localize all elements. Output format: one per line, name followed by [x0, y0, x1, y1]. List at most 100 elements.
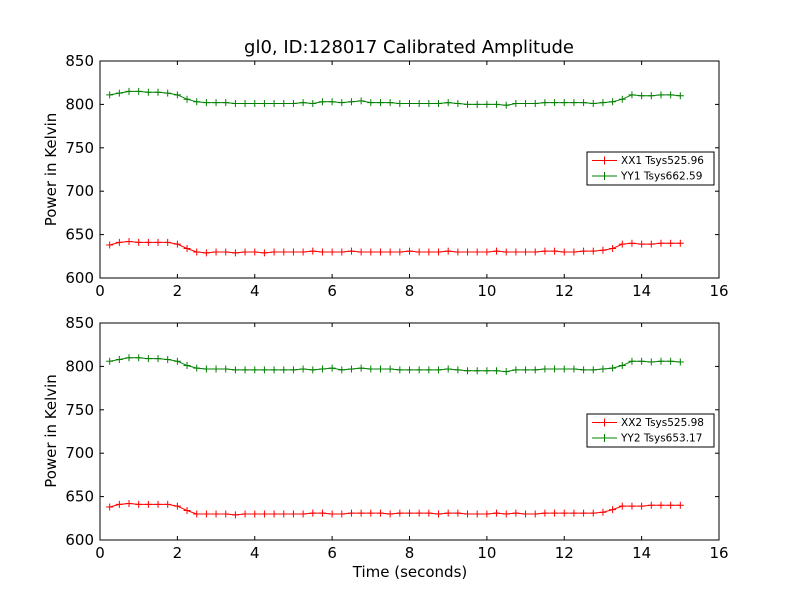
bottom-chart-data-point — [154, 355, 162, 363]
bottom-chart-legend-box — [586, 413, 715, 448]
top-chart-data-point — [589, 100, 597, 108]
top-chart-title: gl0, ID:128017 Calibrated Amplitude — [244, 37, 574, 58]
top-chart-x-tick-label: 8 — [405, 282, 415, 300]
top-chart-data-point — [309, 247, 317, 255]
bottom-chart-data-point — [115, 355, 123, 363]
top-chart-data-point — [357, 97, 365, 105]
bottom-chart-data-point — [464, 367, 472, 375]
bottom-chart-data-point — [502, 510, 510, 518]
bottom-chart-data-point — [289, 366, 297, 374]
top-chart-data-point — [222, 248, 230, 256]
top-chart-data-point — [386, 99, 394, 107]
top-chart-data-point — [338, 99, 346, 107]
bottom-chart-data-point — [318, 365, 326, 373]
top-chart-data-point — [522, 100, 530, 108]
top-chart-data-point — [260, 249, 268, 257]
bottom-chart-data-point — [154, 500, 162, 508]
bottom-chart-data-point — [589, 366, 597, 374]
bottom-chart-x-axis-label: Time (seconds) — [352, 563, 468, 581]
top-chart-data-point — [522, 248, 530, 256]
top-chart-data-point — [464, 100, 472, 108]
bottom-chart-data-point — [531, 510, 539, 518]
bottom-chart-data-point — [367, 365, 375, 373]
bottom-chart-data-point — [357, 364, 365, 372]
top-chart-data-point — [115, 89, 123, 97]
bottom-chart-data-point — [406, 509, 413, 517]
top-chart-data-point — [609, 98, 617, 106]
bottom-chart-data-point — [531, 366, 539, 374]
bottom-chart-data-point — [241, 510, 249, 518]
bottom-chart-data-point — [406, 366, 413, 374]
top-chart-data-point — [493, 100, 501, 108]
bottom-chart-y-tick-label: 800 — [65, 357, 94, 375]
top-chart-data-point — [531, 100, 539, 108]
top-chart-data-point — [570, 248, 578, 256]
bottom-chart-data-point — [618, 502, 626, 510]
bottom-chart-y-axis-label: Power in Kelvin — [42, 374, 60, 488]
top-chart-data-point — [328, 248, 336, 256]
top-chart-data-point — [551, 99, 559, 107]
bottom-chart-data-point — [609, 506, 617, 514]
bottom-chart-data-point — [580, 366, 588, 374]
bottom-chart-x-tick-label: 6 — [327, 544, 337, 562]
top-chart-data-point — [512, 100, 520, 108]
top-chart-data-point — [638, 240, 646, 248]
top-chart-data-point — [396, 248, 404, 256]
bottom-chart-data-point — [415, 366, 423, 374]
bottom-chart-data-point — [386, 365, 394, 373]
bottom-chart-data-point — [347, 365, 355, 373]
top-chart-data-point — [318, 248, 326, 256]
bottom-chart-data-point — [560, 365, 568, 373]
bottom-chart-data-point — [628, 357, 636, 365]
legend-entry-yy1: YY1 Tsys662.59 — [592, 171, 702, 183]
top-chart-data-point — [299, 99, 307, 107]
top-chart-data-point — [251, 248, 259, 256]
top-chart-x-tick-label: 16 — [709, 282, 728, 300]
bottom-chart-data-point — [512, 366, 520, 374]
bottom-chart-data-point — [647, 358, 655, 366]
bottom-chart-data-point — [376, 509, 384, 517]
top-chart-legend-box — [586, 151, 715, 186]
bottom-chart-data-point — [202, 365, 210, 373]
top-chart-data-point — [628, 91, 636, 99]
top-chart-data-point — [599, 246, 607, 254]
bottom-chart-data-point — [570, 365, 578, 373]
top-chart-data-point — [435, 100, 443, 108]
top-chart-data-point — [106, 91, 114, 99]
bottom-chart-data-point — [589, 509, 597, 517]
top-chart-y-tick-label: 850 — [65, 52, 94, 70]
legend-entry-xx1: XX1 Tsys525.96 — [592, 155, 704, 167]
top-chart-data-point — [647, 240, 655, 248]
top-chart-data-point — [270, 248, 278, 256]
top-chart-data-point — [628, 239, 636, 247]
bottom-chart-data-point — [425, 366, 433, 374]
bottom-chart-data-point — [260, 510, 268, 518]
top-chart-data-point — [406, 247, 413, 255]
top-chart-data-point — [609, 244, 617, 252]
bottom-chart-data-point — [473, 510, 481, 518]
top-chart-data-point — [560, 248, 568, 256]
bottom-chart-data-point — [241, 366, 249, 374]
bottom-chart-data-point — [483, 367, 491, 375]
top-chart-data-point — [347, 98, 355, 106]
top-chart-data-point — [376, 248, 384, 256]
top-chart-data-point — [212, 99, 220, 107]
bottom-chart-data-point — [164, 500, 172, 508]
top-chart-data-point — [444, 247, 452, 255]
bottom-chart-series-0 — [106, 500, 684, 519]
top-chart-data-point — [415, 248, 423, 256]
top-chart-data-point — [347, 247, 355, 255]
top-chart-data-point — [309, 100, 317, 108]
top-chart-data-point — [589, 247, 597, 255]
top-chart-data-point — [193, 98, 201, 106]
bottom-chart-x-tick-label: 16 — [709, 544, 728, 562]
bottom-chart-data-point — [270, 366, 278, 374]
top-chart-data-point — [425, 248, 433, 256]
bottom-chart-data-point — [599, 508, 607, 516]
bottom-chart-data-point — [299, 365, 307, 373]
bottom-chart-data-point — [435, 510, 443, 518]
bottom-chart-data-point — [193, 364, 201, 372]
top-chart-data-point — [115, 238, 123, 246]
bottom-chart-data-point — [222, 510, 230, 518]
top-chart-data-point — [570, 99, 578, 107]
